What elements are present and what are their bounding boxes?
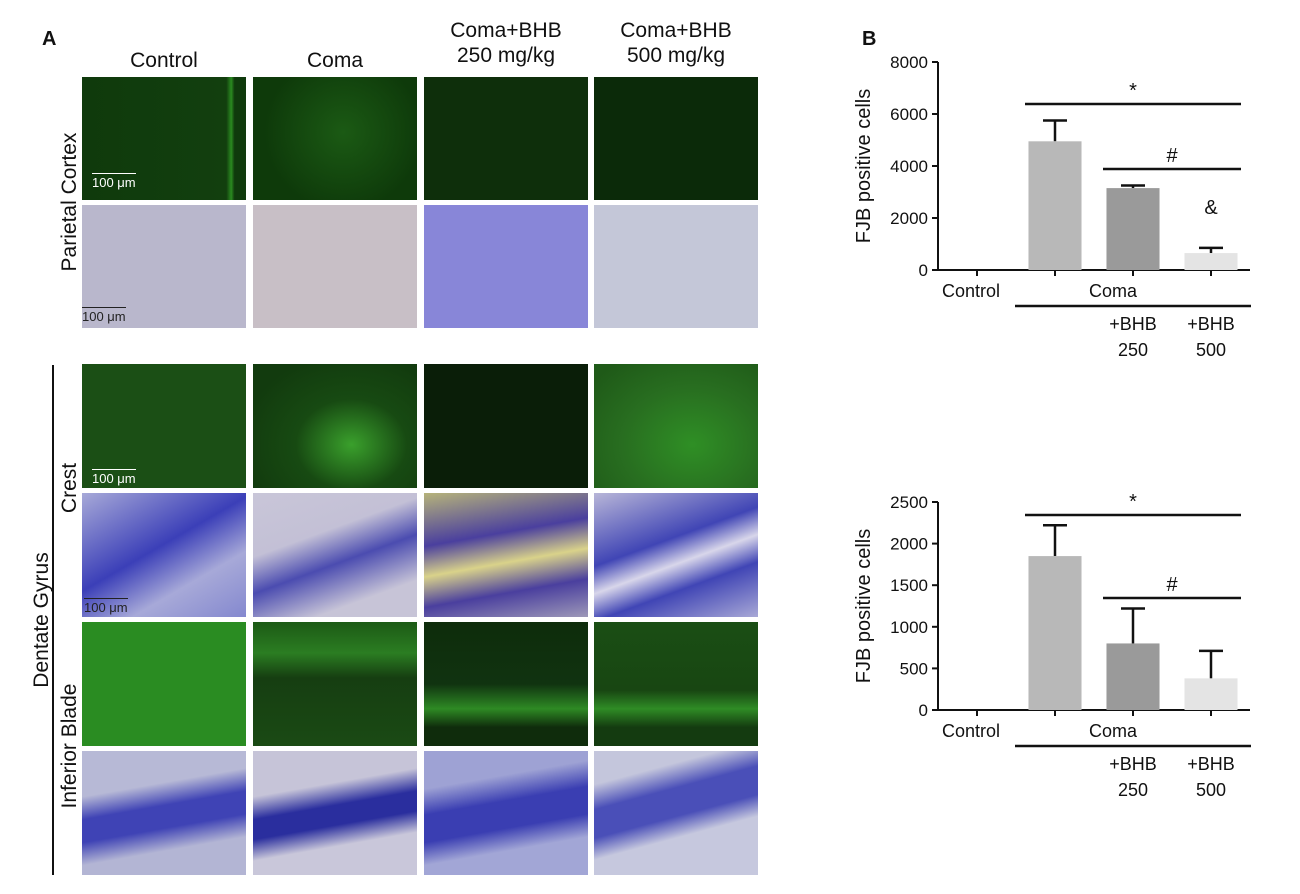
x-label-sub1-line1: +BHB — [1109, 314, 1157, 334]
column-header-coma: Coma — [253, 48, 417, 73]
scale-bar: 100 μm — [92, 173, 136, 190]
micrograph-inferior-fjb-control — [82, 622, 246, 746]
significance-marker: * — [1129, 491, 1137, 513]
scale-bar: 100 μm — [82, 307, 126, 324]
bar — [1184, 253, 1238, 270]
micrograph-inferior-fjb-coma — [253, 622, 417, 746]
micrograph-parietal-nissl-control: 100 μm — [82, 205, 246, 328]
y-tick-label: 4000 — [890, 157, 928, 176]
x-label-sub1-line2: 250 — [1118, 780, 1148, 800]
column-header-line1: Control — [130, 49, 198, 72]
significance-marker: * — [1129, 80, 1137, 102]
row-label-inferior-blade: Inferior Blade — [58, 683, 81, 809]
x-label-group: Coma — [1089, 281, 1138, 301]
y-tick-label: 2000 — [890, 209, 928, 228]
micrograph-crest-fjb-bhb250 — [424, 364, 588, 488]
x-label-sub2-line2: 500 — [1196, 340, 1226, 360]
x-label-sub2-line1: +BHB — [1187, 754, 1235, 774]
micrograph-parietal-fjb-bhb250 — [424, 77, 588, 200]
micrograph-inferior-fjb-bhb250 — [424, 622, 588, 746]
micrograph-inferior-fjb-bhb500 — [594, 622, 758, 746]
x-label-control: Control — [942, 721, 1000, 741]
x-label-sub2-line1: +BHB — [1187, 314, 1235, 334]
panel-a-letter: A — [42, 28, 57, 50]
micrograph-crest-nissl-coma — [253, 493, 417, 617]
micrograph-crest-fjb-coma — [253, 364, 417, 488]
bar — [1028, 556, 1082, 710]
micrograph-parietal-nissl-bhb500 — [594, 205, 758, 328]
column-header-line1: Coma+BHB — [450, 19, 562, 42]
micrograph-inferior-nissl-bhb250 — [424, 751, 588, 875]
y-tick-label: 1500 — [890, 576, 928, 595]
micrograph-crest-fjb-control: 100 μm — [82, 364, 246, 488]
row-label-dentate-gyrus: Dentate Gyrus — [30, 552, 53, 688]
x-label-sub1-line2: 250 — [1118, 340, 1148, 360]
chart-parietal-fjb: 0 2000 4000 6000 8000 FJB positive cells Contr… — [853, 53, 1251, 360]
y-tick-label: 2000 — [890, 535, 928, 554]
bar — [1106, 188, 1160, 270]
y-axis-label: FJB positive cells — [853, 529, 875, 684]
micrograph-crest-nissl-bhb250 — [424, 493, 588, 617]
micrograph-parietal-fjb-bhb500 — [594, 77, 758, 200]
micrograph-parietal-nissl-bhb250 — [424, 205, 588, 328]
y-tick-label: 1000 — [890, 618, 928, 637]
row-label-parietal-cortex: Parietal Cortex — [58, 132, 81, 272]
y-tick-label: 0 — [919, 701, 928, 720]
scale-bar: 100 μm — [84, 598, 128, 615]
column-header-line2: 250 mg/kg — [456, 44, 556, 67]
column-header-control: Control — [82, 48, 246, 73]
column-header-bhb250: Coma+BHB 250 mg/kg — [424, 18, 588, 68]
y-tick-label: 2500 — [890, 493, 928, 512]
micrograph-inferior-nissl-coma — [253, 751, 417, 875]
micrograph-inferior-nissl-bhb500 — [594, 751, 758, 875]
y-tick-label: 500 — [900, 659, 928, 678]
micrograph-crest-nissl-bhb500 — [594, 493, 758, 617]
y-tick-label: 6000 — [890, 105, 928, 124]
significance-marker: & — [1204, 197, 1218, 219]
micrograph-crest-fjb-bhb500 — [594, 364, 758, 488]
micrograph-parietal-nissl-coma — [253, 205, 417, 328]
x-label-sub1-line1: +BHB — [1109, 754, 1157, 774]
chart-dentate-fjb: 0 500 1000 1500 2000 2500 FJB positive cells Co… — [853, 491, 1251, 800]
micrograph-crest-nissl-control: 100 μm — [82, 493, 246, 617]
y-tick-label: 0 — [919, 261, 928, 280]
micrograph-parietal-fjb-control: 100 μm — [82, 77, 246, 200]
column-header-line1: Coma+BHB — [620, 19, 732, 42]
y-axis-label: FJB positive cells — [853, 89, 875, 244]
x-label-control: Control — [942, 281, 1000, 301]
column-header-line1: Coma — [306, 49, 364, 72]
column-header-bhb500: Coma+BHB 500 mg/kg — [594, 18, 758, 68]
dentate-gyrus-bracket-line — [52, 365, 54, 875]
column-header-line2: 500 mg/kg — [626, 44, 726, 67]
row-label-crest: Crest — [58, 462, 81, 514]
bar — [1184, 678, 1238, 710]
bar — [1028, 141, 1082, 270]
x-label-group: Coma — [1089, 721, 1138, 741]
bar — [1106, 643, 1160, 710]
y-tick-label: 8000 — [890, 53, 928, 72]
micrograph-parietal-fjb-coma — [253, 77, 417, 200]
significance-marker: # — [1166, 145, 1178, 167]
micrograph-inferior-nissl-control — [82, 751, 246, 875]
scale-bar: 100 μm — [92, 469, 136, 486]
x-label-sub2-line2: 500 — [1196, 780, 1226, 800]
panel-b-letter: B — [862, 28, 877, 50]
significance-marker: # — [1166, 574, 1178, 596]
